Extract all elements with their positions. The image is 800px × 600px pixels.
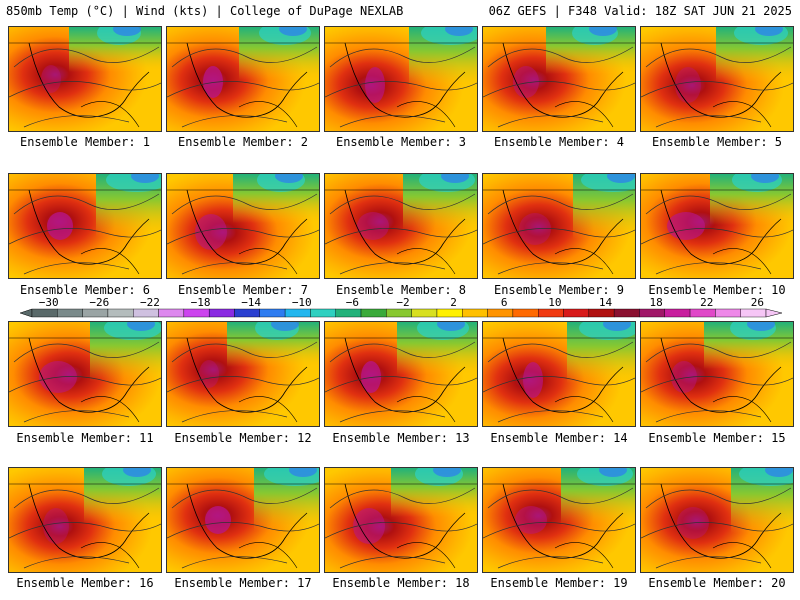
ensemble-map-panel: [8, 173, 162, 279]
ensemble-member-label: Ensemble Member: 15: [648, 431, 786, 445]
ensemble-member-label: Ensemble Member: 4: [493, 135, 625, 149]
ensemble-map-panel: [166, 321, 320, 427]
ensemble-member-label: Ensemble Member: 17: [174, 576, 312, 590]
ensemble-map-panel: [482, 26, 636, 132]
ensemble-map-panel: [8, 321, 162, 427]
colorbar-tick-label: −14: [241, 296, 261, 309]
temperature-colorbar: −30−26−22−18−14−10−6−2261014182226303438…: [19, 296, 783, 318]
colorbar-tick-label: 22: [700, 296, 713, 309]
colorbar-tick-label: 18: [649, 296, 662, 309]
ensemble-member-label: Ensemble Member: 1: [19, 135, 151, 149]
ensemble-member-label: Ensemble Member: 11: [16, 431, 154, 445]
ensemble-map-panel: [640, 467, 794, 573]
colorbar-tick-label: 26: [751, 296, 764, 309]
colorbar-tick-label: −10: [292, 296, 312, 309]
ensemble-map-panel: [166, 26, 320, 132]
ensemble-map-panel: [640, 173, 794, 279]
ensemble-map-panel: [640, 26, 794, 132]
ensemble-map-panel: [482, 467, 636, 573]
ensemble-map-panel: [324, 321, 478, 427]
header-valid-time: 06Z GEFS | F348 Valid: 18Z SAT JUN 21 20…: [488, 4, 792, 18]
ensemble-member-label: Ensemble Member: 13: [332, 431, 470, 445]
ensemble-member-label: Ensemble Member: 12: [174, 431, 312, 445]
ensemble-member-label: Ensemble Member: 9: [493, 283, 625, 297]
ensemble-map-panel: [640, 321, 794, 427]
ensemble-map-panel: [324, 173, 478, 279]
ensemble-member-label: Ensemble Member: 2: [177, 135, 309, 149]
colorbar-tick-label: 10: [548, 296, 561, 309]
ensemble-member-label: Ensemble Member: 20: [648, 576, 786, 590]
colorbar-tick-label: −18: [191, 296, 211, 309]
colorbar-tick-label: −30: [39, 296, 59, 309]
colorbar-tick-label: 14: [599, 296, 613, 309]
colorbar-tick-label: 2: [450, 296, 457, 309]
ensemble-map-panel: [8, 467, 162, 573]
ensemble-map-panel: [324, 26, 478, 132]
ensemble-map-panel: [166, 173, 320, 279]
ensemble-member-label: Ensemble Member: 8: [335, 283, 467, 297]
ensemble-member-label: Ensemble Member: 3: [335, 135, 467, 149]
ensemble-member-label: Ensemble Member: 18: [332, 576, 470, 590]
ensemble-map-panel: [324, 467, 478, 573]
ensemble-member-label: Ensemble Member: 19: [490, 576, 628, 590]
colorbar-tick-label: −2: [396, 296, 409, 309]
ensemble-member-label: Ensemble Member: 14: [490, 431, 628, 445]
ensemble-map-panel: [166, 467, 320, 573]
ensemble-member-label: Ensemble Member: 7: [177, 283, 309, 297]
ensemble-member-label: Ensemble Member: 16: [16, 576, 154, 590]
ensemble-map-panel: [482, 173, 636, 279]
colorbar-tick-label: 6: [501, 296, 508, 309]
ensemble-member-label: Ensemble Member: 10: [648, 283, 786, 297]
colorbar-tick-label: −26: [89, 296, 109, 309]
ensemble-map-panel: [8, 26, 162, 132]
ensemble-member-label: Ensemble Member: 6: [19, 283, 151, 297]
colorbar-tick-label: −22: [140, 296, 160, 309]
ensemble-member-label: Ensemble Member: 5: [651, 135, 783, 149]
header-title: 850mb Temp (°C) | Wind (kts) | College o…: [6, 4, 404, 18]
ensemble-map-panel: [482, 321, 636, 427]
colorbar-tick-label: −6: [346, 296, 359, 309]
